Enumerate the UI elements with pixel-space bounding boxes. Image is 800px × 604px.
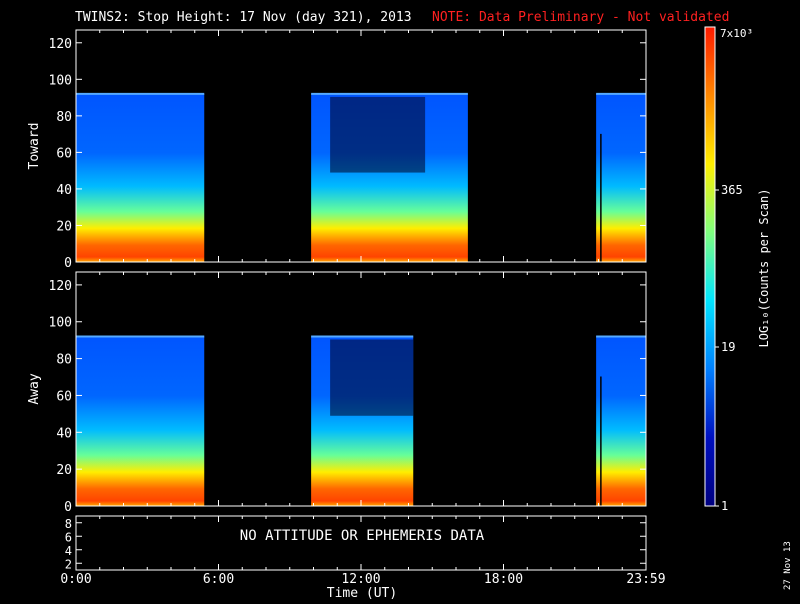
sparse-region-0: [330, 96, 426, 173]
y-tick-label: 100: [49, 73, 72, 88]
x-tick-label: 0:00: [60, 572, 91, 587]
no-data-message: NO ATTITUDE OR EPHEMERIS DATA: [240, 528, 485, 544]
y-tick-label: 0: [64, 500, 72, 515]
sparse-region-0: [330, 339, 414, 416]
colorbar-top-label: 7x10³: [720, 27, 753, 40]
y-tick-label: 60: [56, 389, 72, 404]
colorbar-label: LOG₁₀(Counts per Scan): [757, 189, 771, 348]
colorbar-tick-label: 1: [721, 499, 728, 513]
y-axis-label: Toward: [27, 123, 42, 170]
y-tick-label: 0: [64, 256, 72, 271]
y-tick-label: 4: [65, 544, 72, 558]
x-tick-label: 12:00: [341, 572, 380, 587]
date-stamp: 27 Nov 13: [783, 541, 793, 590]
y-tick-label: 20: [56, 463, 72, 478]
spectrogram-block-0: [76, 336, 205, 506]
x-tick-label: 23:59: [626, 572, 665, 587]
y-tick-label: 80: [56, 110, 72, 125]
plot-background: [76, 516, 646, 570]
y-tick-label: 20: [56, 219, 72, 234]
spectrogram-block-0: [76, 93, 205, 262]
y-tick-label: 120: [49, 279, 72, 294]
away-panel: 0 20 40 60 80 100 120 Away: [27, 271, 647, 515]
y-tick-label: 2: [65, 557, 72, 571]
toward-panel: 0 20 40 60 80 100 120 Toward: [27, 29, 647, 271]
colorbar-tick-label: 365: [721, 183, 743, 197]
preliminary-note: NOTE: Data Preliminary - Not validated: [432, 10, 729, 25]
colorbar-tick-label: 19: [721, 340, 735, 354]
x-tick-label: 18:00: [484, 572, 523, 587]
y-tick-label: 8: [65, 517, 72, 531]
colorbar-bar: [704, 26, 716, 507]
y-tick-label: 6: [65, 530, 72, 544]
x-axis: 0:00 6:00 12:00 18:00 23:59: [60, 572, 665, 587]
x-axis-label: Time (UT): [327, 586, 397, 600]
y-tick-label: 40: [56, 426, 72, 441]
y-tick-label: 80: [56, 353, 72, 368]
y-tick-label: 120: [49, 37, 72, 52]
y-axis-label: Away: [27, 373, 42, 404]
colorbar: 7x10³ 365 19 1 LOG₁₀(Counts per Scan): [704, 26, 771, 513]
y-tick-label: 60: [56, 146, 72, 161]
spectrogram-block-2: [596, 336, 646, 506]
x-tick-label: 6:00: [203, 572, 234, 587]
chart-title: TWINS2: Stop Height: 17 Nov (day 321), 2…: [75, 10, 412, 25]
y-tick-label: 40: [56, 183, 72, 198]
y-tick-label: 100: [49, 316, 72, 331]
spectrogram-block-2: [596, 93, 646, 262]
